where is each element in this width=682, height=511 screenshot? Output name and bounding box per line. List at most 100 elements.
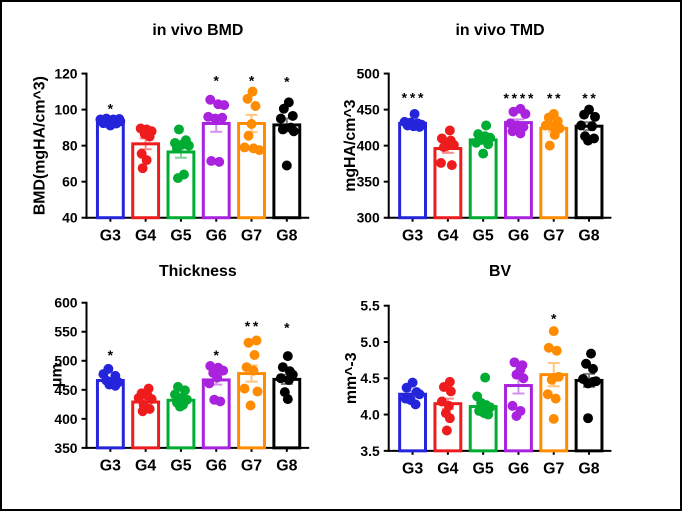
data-point bbox=[441, 425, 452, 435]
data-point bbox=[219, 100, 230, 111]
data-point bbox=[249, 349, 260, 360]
bmd-bar-chart: in vivo BMD BMD(mgHA/cm^3) 120 100 80 60 40 G3 *… bbox=[32, 22, 310, 245]
significance-stars: * bbox=[284, 319, 290, 335]
data-point bbox=[480, 372, 491, 383]
data-point bbox=[588, 363, 598, 374]
y-axis-label: mgHA/cm^3 bbox=[342, 99, 359, 191]
tmd-bar-chart: in vivo TMD mgHA/cm^3 500 450 400 350 300 G3 * *… bbox=[342, 22, 612, 245]
x-tick-label: G7 bbox=[543, 460, 564, 477]
data-point bbox=[242, 93, 253, 104]
data-point bbox=[444, 125, 455, 136]
x-tick-label: G4 bbox=[437, 460, 458, 477]
significance-stars: * * * * bbox=[503, 90, 534, 106]
bar bbox=[201, 121, 231, 220]
data-point bbox=[144, 131, 155, 142]
data-point bbox=[543, 342, 554, 353]
significance-stars: * bbox=[284, 74, 290, 90]
x-tick-label: G5 bbox=[170, 228, 191, 245]
data-point bbox=[172, 173, 183, 184]
bar-group-G8: G8 * bbox=[272, 319, 302, 474]
data-point bbox=[217, 112, 228, 123]
bar bbox=[504, 121, 533, 220]
bar-group-G7: G7 * bbox=[539, 310, 569, 477]
data-point bbox=[137, 405, 148, 416]
y-tick-label: 40 bbox=[62, 210, 78, 226]
bar-group-G4: G4 bbox=[131, 383, 161, 474]
data-point bbox=[583, 412, 594, 423]
y-axis-label: BMD(mgHA/cm^3) bbox=[32, 76, 49, 215]
data-point bbox=[511, 410, 522, 421]
x-tick-label: G6 bbox=[206, 457, 227, 474]
data-point bbox=[508, 106, 519, 117]
data-point bbox=[583, 377, 594, 388]
data-point bbox=[275, 372, 286, 383]
bar bbox=[539, 372, 569, 452]
data-point bbox=[282, 350, 293, 361]
y-tick-label: 500 bbox=[54, 352, 77, 368]
bar-group-G4: G4 bbox=[433, 376, 463, 477]
x-tick-label: G5 bbox=[473, 460, 494, 477]
data-point bbox=[287, 110, 298, 121]
data-point bbox=[133, 392, 144, 403]
data-point bbox=[146, 393, 157, 404]
bar-group-G7: G7 * * bbox=[539, 90, 569, 245]
x-tick-label: G3 bbox=[100, 457, 121, 474]
data-point bbox=[174, 401, 185, 412]
data-point bbox=[544, 140, 555, 151]
bar-group-G5: G5 bbox=[468, 372, 498, 477]
bar-group-G7: G7 * * bbox=[237, 317, 266, 474]
data-point bbox=[546, 121, 557, 132]
data-point bbox=[141, 155, 152, 166]
x-tick-label: G4 bbox=[135, 228, 156, 245]
data-point bbox=[507, 400, 518, 411]
y-axis-label: mm^-3 bbox=[343, 352, 360, 404]
data-point bbox=[438, 142, 449, 153]
data-point bbox=[179, 384, 190, 395]
bar-group-G8: G8 * bbox=[272, 74, 302, 245]
data-point bbox=[204, 377, 215, 388]
data-point bbox=[583, 135, 594, 146]
data-point bbox=[549, 129, 560, 140]
x-tick-label: G6 bbox=[206, 228, 227, 245]
data-point bbox=[239, 142, 250, 153]
data-point bbox=[579, 109, 590, 120]
data-point bbox=[518, 372, 529, 383]
bar-group-G3: G3 * * * bbox=[398, 89, 427, 245]
data-point bbox=[435, 157, 446, 168]
data-point bbox=[576, 120, 587, 131]
data-point bbox=[246, 119, 257, 129]
bar bbox=[272, 377, 302, 449]
bar-group-G3: G3 * bbox=[95, 101, 126, 245]
chart-title: in vivo BMD bbox=[152, 22, 243, 39]
y-tick-label: 3.5 bbox=[360, 442, 380, 458]
data-point bbox=[243, 130, 254, 141]
data-point bbox=[414, 388, 425, 399]
data-point bbox=[543, 112, 554, 123]
y-tick-label: 550 bbox=[54, 323, 77, 339]
data-point bbox=[215, 395, 226, 406]
bar bbox=[166, 150, 196, 220]
bar-group-G8: G8 bbox=[574, 348, 604, 477]
x-tick-label: G6 bbox=[508, 228, 529, 245]
bar-group-G5: G5 bbox=[468, 120, 498, 245]
data-point bbox=[446, 160, 457, 171]
bar-group-G3: G3 bbox=[398, 377, 427, 477]
y-tick-label: 60 bbox=[62, 174, 78, 190]
y-tick-label: 450 bbox=[54, 381, 77, 397]
y-tick-label: 500 bbox=[357, 66, 380, 82]
data-point bbox=[409, 108, 420, 119]
x-tick-label: G4 bbox=[437, 228, 458, 245]
x-tick-label: G5 bbox=[473, 228, 494, 245]
data-point bbox=[590, 111, 600, 122]
significance-stars: * bbox=[551, 310, 557, 326]
significance-stars: * bbox=[214, 73, 220, 89]
y-tick-label: 350 bbox=[357, 174, 380, 190]
significance-stars: * bbox=[108, 101, 114, 117]
data-point bbox=[414, 121, 425, 132]
data-point bbox=[586, 348, 596, 359]
bar bbox=[539, 126, 569, 220]
significance-stars: * bbox=[249, 73, 255, 89]
bar-group-G6: G6 * bbox=[201, 346, 231, 474]
data-point bbox=[509, 356, 520, 367]
data-point bbox=[551, 345, 562, 356]
